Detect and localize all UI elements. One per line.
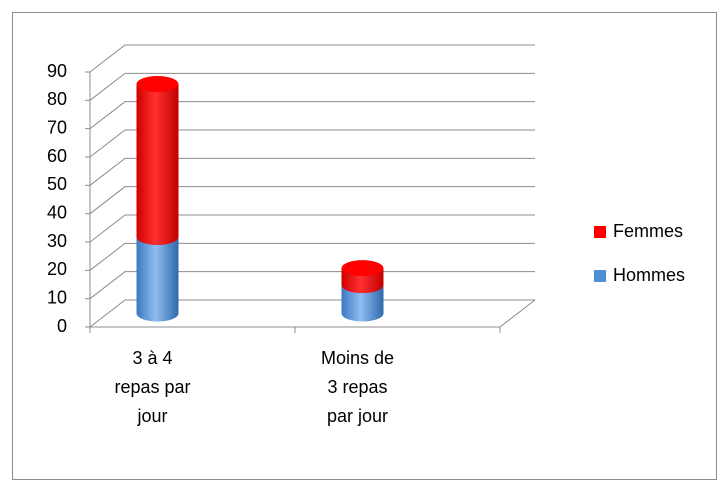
legend-label: Hommes [613, 265, 685, 285]
bar-top [341, 260, 384, 277]
x-tick-label: 3 à 4 repas par jour [114, 348, 191, 426]
grid-line [89, 214, 535, 243]
grid-line [89, 186, 535, 215]
grid-line [89, 157, 535, 186]
y-tick-label: 40 [47, 202, 67, 222]
bar-segment [136, 237, 179, 322]
chart-border [12, 12, 717, 480]
bar-segment [341, 285, 384, 322]
bar-top [136, 76, 179, 92]
y-tick-label: 90 [47, 61, 67, 81]
grid-line [89, 271, 535, 300]
grid-line [89, 242, 535, 271]
y-tick-label: 70 [47, 117, 67, 137]
y-tick-label: 50 [47, 174, 67, 194]
grid-line [89, 72, 535, 101]
grid-line [89, 299, 535, 328]
grid-line [89, 44, 535, 73]
legend-swatch [594, 226, 606, 238]
y-tick-label: 20 [47, 259, 67, 279]
y-tick-label: 0 [57, 316, 67, 336]
x-tick-label: Moins de 3 repas par jour [320, 348, 395, 426]
y-tick-label: 10 [47, 287, 67, 307]
y-tick-label: 80 [47, 89, 67, 109]
bar-segment [136, 84, 179, 245]
y-tick-label: 60 [47, 146, 67, 166]
grid-line [89, 129, 535, 158]
y-tick-label: 30 [47, 231, 67, 251]
legend-label: Femmes [613, 221, 683, 241]
legend-swatch [594, 270, 606, 282]
grid-line [89, 101, 535, 130]
